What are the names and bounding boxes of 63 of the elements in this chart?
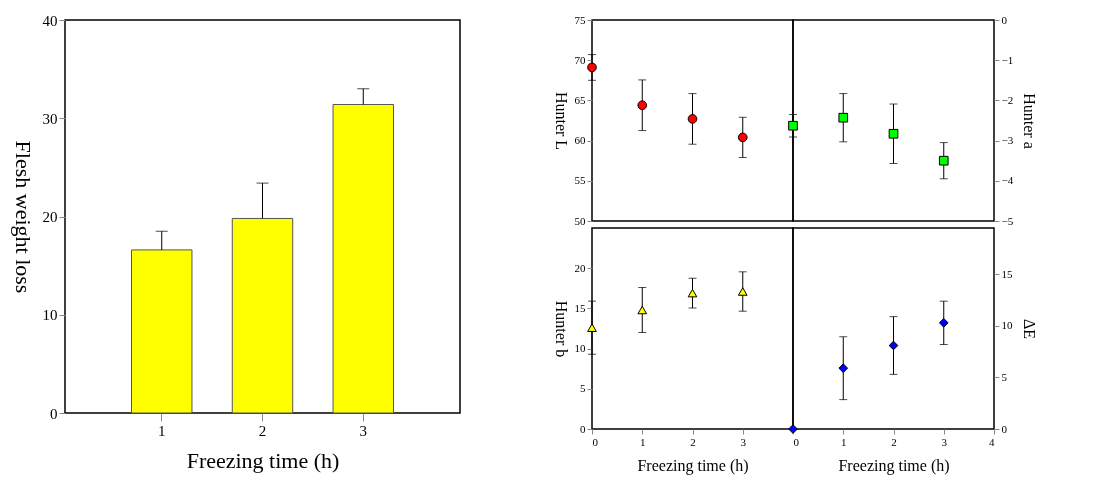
y2-axis-title: ΔE: [1020, 318, 1038, 340]
y2-tick-label: 5: [1001, 370, 1008, 383]
y-tick-label: 50: [574, 214, 586, 227]
y-tick-label: 65: [574, 93, 586, 106]
y2-tick-label: −3: [1001, 134, 1014, 147]
x-tick-label: 1: [841, 435, 847, 448]
y-tick-label: 75: [574, 13, 586, 26]
bar: [131, 249, 193, 414]
point: [838, 112, 849, 123]
point: [838, 363, 849, 374]
y-tick-label: 10: [42, 307, 58, 324]
y-tick-label: 20: [574, 261, 586, 274]
x-tick-label: 0: [592, 435, 599, 448]
point: [888, 340, 899, 351]
y-axis-title: Hunter b: [552, 300, 570, 358]
y2-tick-label: 15: [1001, 267, 1013, 280]
x-tick-label: 2: [690, 435, 696, 448]
y2-axis-title: Hunter a: [1021, 93, 1039, 149]
x-tick-label: 2: [891, 435, 897, 448]
x-tick-label: 1: [640, 435, 646, 448]
y-tick-label: 10: [574, 342, 586, 355]
point: [687, 114, 698, 124]
point: [587, 323, 597, 332]
x-axis-title: Freezing time (h): [186, 447, 340, 473]
point: [788, 424, 798, 434]
point: [737, 132, 748, 143]
y-tick-label: 15: [574, 301, 586, 314]
y2-tick-label: −2: [1001, 93, 1014, 106]
x-tick-label: 3: [941, 435, 948, 448]
y-tick-label: 70: [574, 53, 586, 66]
y-tick-label: 40: [42, 12, 58, 29]
point: [888, 128, 899, 139]
y2-tick-label: −1: [1001, 53, 1014, 66]
y2-tick-label: −4: [1001, 174, 1014, 187]
y-tick-label: 30: [42, 110, 58, 127]
y-tick-label: 55: [574, 174, 586, 187]
y-tick-label: 20: [42, 209, 58, 225]
x-tick-label: 0: [793, 435, 800, 448]
x-axis-title: Freezing time (h): [637, 456, 749, 475]
x-axis-title: Freezing time (h): [838, 456, 950, 475]
point: [637, 305, 648, 315]
point: [637, 100, 648, 111]
y2-tick-label: −5: [1001, 214, 1014, 227]
point: [788, 120, 798, 131]
x-tick-label: 3: [359, 422, 368, 439]
x-tick-label: 2: [258, 422, 267, 439]
point: [687, 288, 698, 298]
y-axis-title: Flesh weight loss: [10, 140, 36, 294]
y2-tick-label: 10: [1001, 319, 1013, 332]
y-axis-title: Hunter L: [552, 91, 570, 151]
y2-tick-label: 0: [1001, 13, 1008, 26]
point: [737, 287, 748, 296]
point: [587, 62, 597, 73]
bar: [332, 104, 394, 414]
point: [938, 155, 949, 166]
x-tick-label: 4: [989, 435, 995, 448]
y-tick-label: 60: [574, 134, 586, 147]
x-tick-label: 1: [157, 422, 166, 439]
bar: [231, 217, 294, 414]
y-tick-label: 5: [580, 382, 586, 395]
y-tick-label: 0: [50, 405, 58, 422]
point: [938, 318, 949, 328]
x-tick-label: 3: [740, 435, 747, 448]
